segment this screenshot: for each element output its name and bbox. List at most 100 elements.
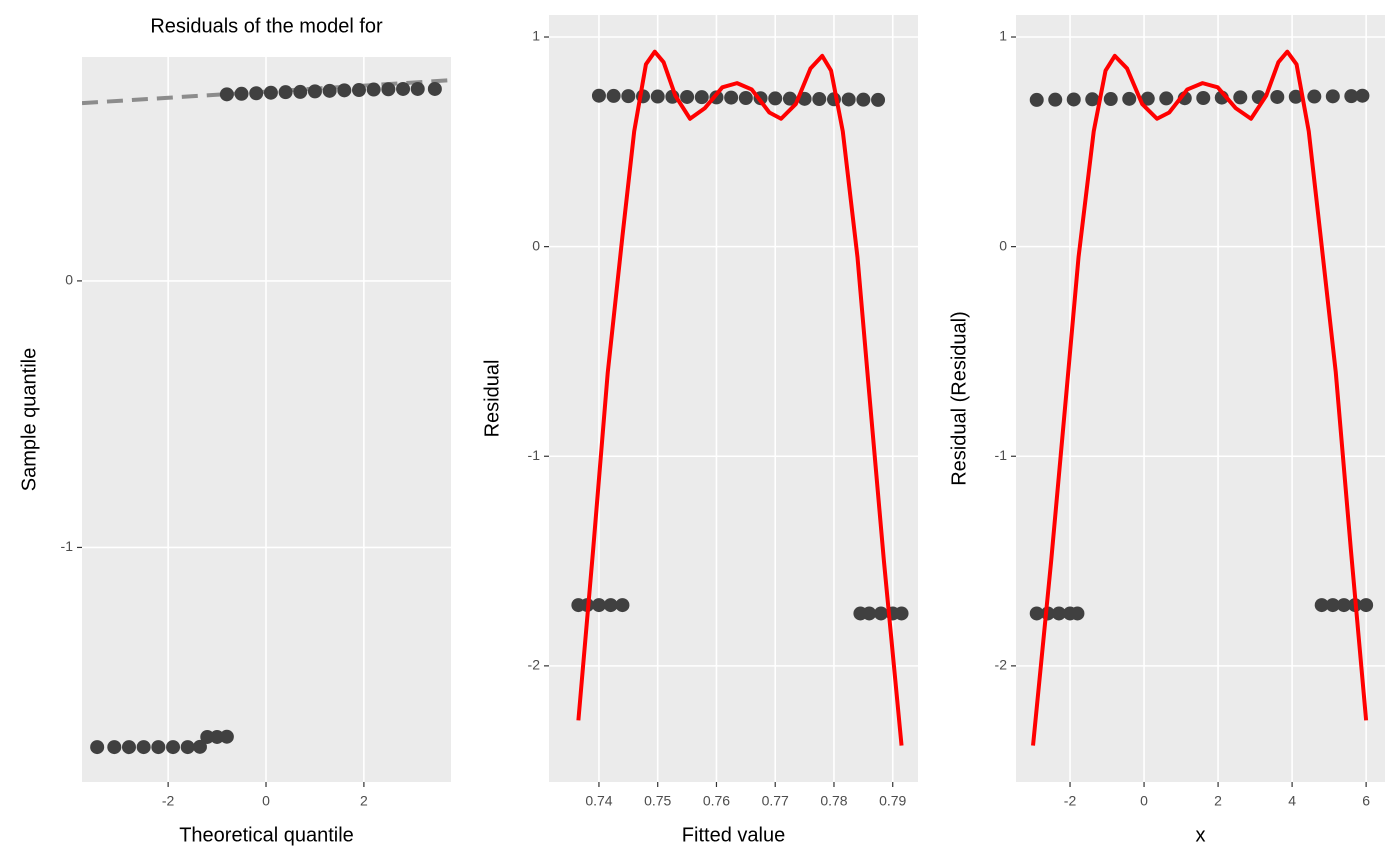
point	[1336, 598, 1351, 613]
point	[603, 598, 618, 613]
x-tick-label: 0.75	[644, 793, 671, 809]
point	[894, 606, 909, 621]
data-layer	[571, 49, 909, 746]
point	[841, 92, 856, 107]
line	[576, 49, 904, 746]
point	[219, 87, 234, 102]
x-axis-title: x	[1196, 824, 1206, 846]
x-tick-label: 6	[1362, 793, 1370, 809]
x-tick-label: 0	[1140, 793, 1148, 809]
point	[293, 84, 308, 99]
point	[1029, 92, 1044, 107]
x-tick-label: -2	[1064, 793, 1077, 809]
point	[621, 89, 636, 104]
point	[1233, 90, 1248, 105]
point	[812, 92, 827, 107]
point	[1270, 89, 1285, 104]
point	[1355, 88, 1370, 103]
point	[1070, 606, 1085, 621]
point	[180, 740, 195, 755]
point	[121, 740, 136, 755]
point	[219, 729, 234, 744]
point	[427, 81, 442, 96]
x-tick-label: 4	[1288, 793, 1296, 809]
y-tick-label: 1	[532, 28, 540, 44]
y-tick-label: -1	[528, 447, 541, 463]
point	[782, 91, 797, 106]
point	[1288, 89, 1303, 104]
point	[90, 740, 105, 755]
x-tick-label: 0.76	[703, 793, 730, 809]
point	[856, 92, 871, 107]
y-tick-label: -2	[995, 657, 1008, 673]
point	[1029, 606, 1044, 621]
y-tick-label: 0	[999, 237, 1007, 253]
point	[768, 91, 783, 106]
point	[1325, 89, 1340, 104]
point	[337, 83, 352, 98]
y-tick-label: -1	[61, 538, 74, 554]
point	[107, 740, 122, 755]
point	[591, 598, 606, 613]
point	[1314, 598, 1329, 613]
x-axis-title: Fitted value	[682, 824, 785, 846]
point	[1359, 598, 1374, 613]
plot-panel	[549, 15, 918, 782]
point	[591, 88, 606, 103]
point	[322, 83, 337, 98]
x-tick-label: 0	[262, 793, 270, 809]
point	[650, 89, 665, 104]
point	[136, 740, 151, 755]
x-tick-label: 0.79	[879, 793, 906, 809]
point	[1103, 92, 1118, 107]
data-layer	[1029, 49, 1374, 746]
y-tick-label: -2	[528, 657, 541, 673]
x-tick-label: 0.74	[585, 793, 612, 809]
point	[381, 82, 396, 97]
point	[694, 90, 709, 105]
point	[1344, 89, 1359, 104]
point	[200, 729, 215, 744]
point	[307, 84, 322, 99]
point	[249, 86, 264, 101]
x-tick-label: -2	[162, 793, 175, 809]
point	[724, 90, 739, 105]
point	[278, 85, 293, 100]
point	[738, 91, 753, 106]
y-tick-label: 0	[532, 237, 540, 253]
point	[366, 82, 381, 97]
point	[1140, 91, 1155, 106]
point	[1307, 89, 1322, 104]
point	[1051, 606, 1066, 621]
plot-panel	[1016, 15, 1385, 782]
point	[151, 740, 166, 755]
point	[615, 598, 630, 613]
point	[1066, 92, 1081, 107]
chart-title: Residuals of the model for	[150, 15, 383, 37]
point	[210, 729, 225, 744]
x-tick-label: 0.78	[820, 793, 847, 809]
x-tick-label: 2	[360, 793, 368, 809]
y-axis-title: Residual (Residual)	[948, 311, 970, 486]
y-axis-title: Residual	[481, 360, 503, 438]
point	[1325, 598, 1340, 613]
point	[166, 740, 181, 755]
point	[396, 81, 411, 96]
y-tick-label: -1	[995, 447, 1008, 463]
point	[234, 86, 249, 101]
point	[1048, 92, 1063, 107]
y-tick-label: 1	[999, 28, 1007, 44]
point	[1159, 91, 1174, 106]
point	[1196, 91, 1211, 106]
x-axis-title: Theoretical quantile	[179, 824, 354, 846]
point	[263, 85, 278, 100]
point	[873, 606, 888, 621]
x-tick-label: 0.77	[762, 793, 789, 809]
y-tick-label: 0	[65, 272, 73, 288]
data-layer	[82, 78, 451, 755]
point	[680, 89, 695, 104]
point	[351, 83, 366, 98]
x-tick-label: 2	[1214, 793, 1222, 809]
point	[871, 92, 886, 107]
